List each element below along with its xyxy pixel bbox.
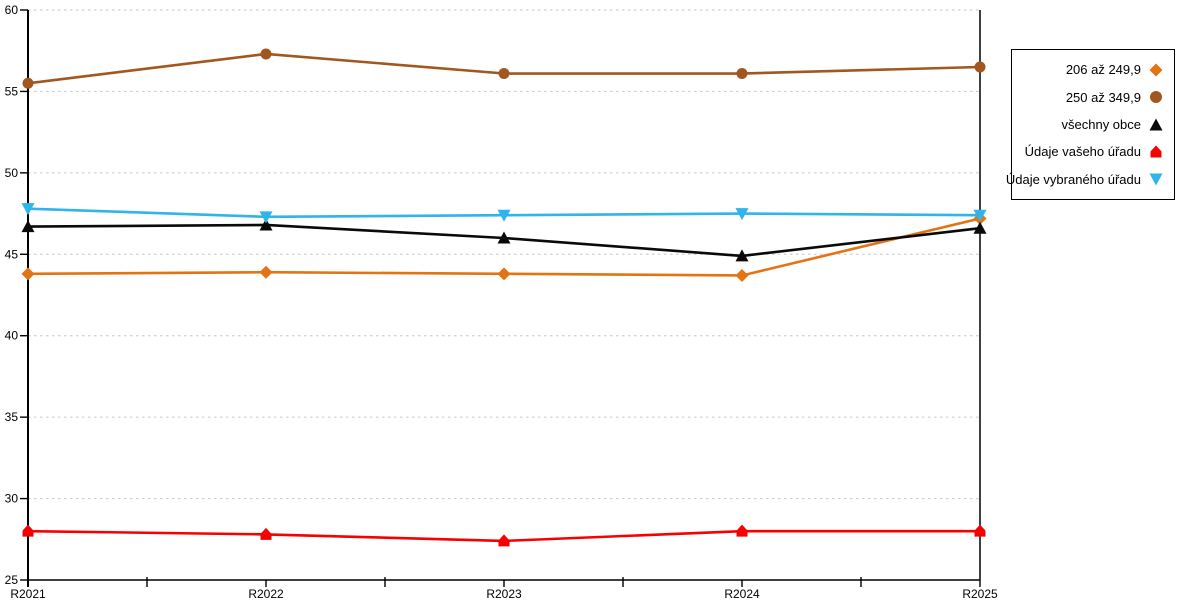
triangle-up-marker-icon (1149, 118, 1163, 130)
data-point-triangle-up (497, 231, 511, 244)
legend-item: 250 až 349,9 (1018, 83, 1164, 110)
series-line-diamond (26, 217, 982, 277)
data-point-diamond (497, 267, 511, 281)
y-tick-label: 50 (5, 166, 19, 180)
x-tick-label: R2023 (486, 587, 522, 600)
pentagon-marker-icon (1150, 145, 1162, 158)
legend-item-label: všechny obce (1061, 117, 1142, 132)
data-point-pentagon (498, 534, 510, 547)
x-tick-label: R2025 (962, 587, 998, 600)
y-tick-label: 35 (5, 410, 19, 424)
x-tick-label: R2022 (248, 587, 284, 600)
data-point-circle (22, 77, 34, 89)
triangle-up-glyph (1149, 118, 1163, 130)
legend-item-label: 206 až 249,9 (1065, 62, 1141, 78)
data-point-triangle-up (259, 218, 273, 231)
pentagon-glyph (1150, 145, 1162, 158)
data-point-triangle-down (259, 211, 273, 224)
data-point-diamond (259, 265, 273, 279)
data-point-circle (260, 48, 272, 60)
data-point-circle (736, 68, 748, 80)
legend-item: Údaje vybraného úřadu (1006, 166, 1164, 193)
y-tick-label: 55 (5, 84, 19, 98)
legend-item-label: Údaje vybraného úřadu (1005, 171, 1141, 187)
data-point-pentagon (260, 527, 272, 540)
data-point-circle (974, 61, 986, 73)
legend-item: 206 až 249,9 (1018, 56, 1164, 83)
data-point-pentagon (22, 524, 34, 537)
data-point-triangle-down (21, 203, 35, 216)
circle-glyph (1150, 91, 1162, 104)
data-point-triangle-up (21, 220, 35, 233)
chart-legend: 206 až 249,9 250 až 349,9 všechny obce Ú… (1006, 49, 1175, 200)
data-point-pentagon (974, 524, 986, 537)
y-tick-label: 45 (5, 247, 19, 261)
x-tick-label: R2024 (724, 587, 760, 600)
data-point-circle (498, 68, 510, 80)
x-tick-label: R2021 (10, 587, 46, 600)
data-point-triangle-down (497, 209, 511, 222)
data-point-triangle-down (735, 208, 749, 221)
legend-item: všechny obce (1018, 111, 1164, 138)
triangle-down-marker-icon (1149, 173, 1163, 186)
data-point-triangle-down (973, 209, 987, 222)
data-point-triangle-up (735, 249, 749, 262)
circle-marker-icon (1150, 91, 1162, 104)
diamond-marker-icon (1149, 63, 1163, 77)
diamond-glyph (1149, 63, 1163, 77)
data-point-triangle-up (973, 221, 987, 234)
legend-item-label: Údaje vašeho úřadu (1024, 144, 1141, 160)
triangle-down-glyph (1149, 173, 1163, 186)
data-point-diamond (21, 267, 35, 281)
y-tick-label: 30 (5, 492, 19, 506)
legend-item: Údaje vašeho úřadu (1018, 138, 1164, 165)
data-point-diamond (735, 268, 749, 282)
data-point-pentagon (736, 524, 748, 537)
y-tick-label: 40 (5, 329, 19, 343)
y-tick-label: 25 (5, 573, 19, 587)
y-tick-label: 60 (5, 3, 19, 17)
legend-item-label: 250 až 349,9 (1065, 89, 1141, 105)
